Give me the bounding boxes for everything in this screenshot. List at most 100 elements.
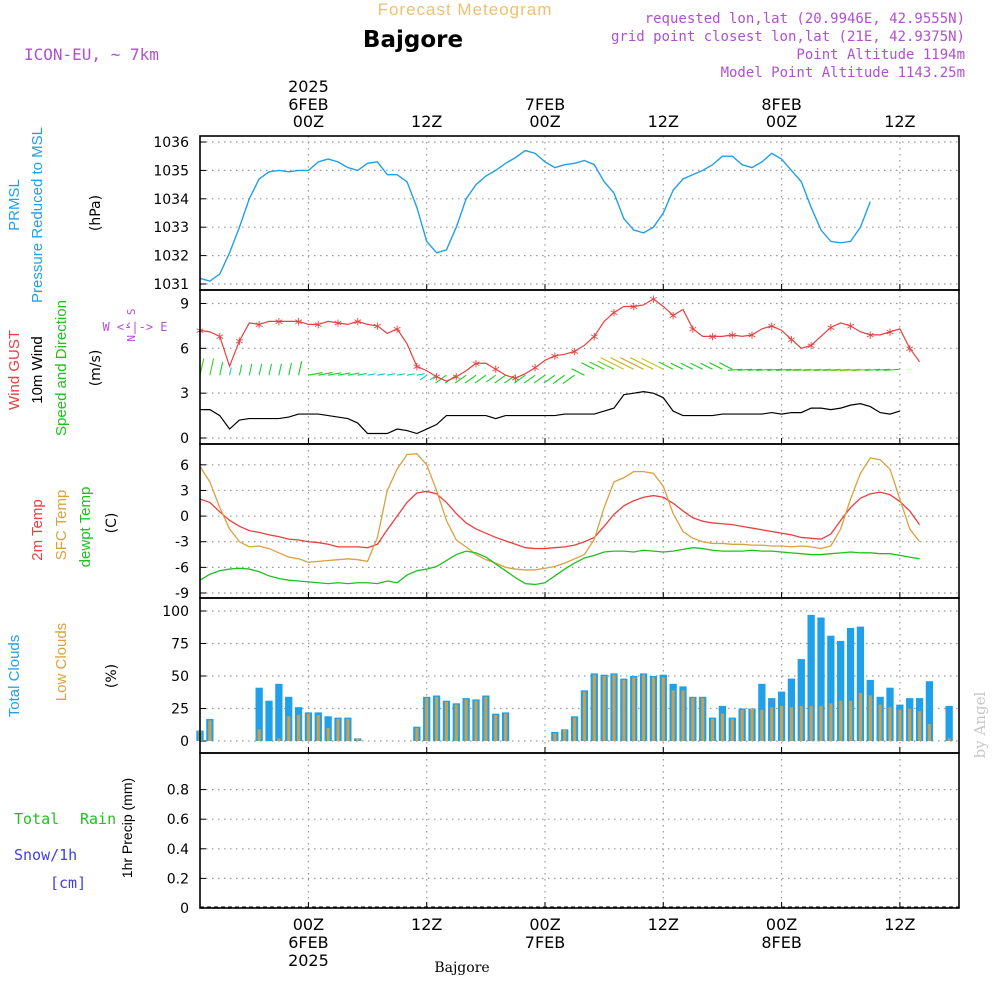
wind-arrow [347, 372, 360, 376]
y-tick-label: 6 [180, 458, 189, 474]
top-time-label: 00Z [766, 112, 797, 131]
precip-rain-label: Rain [80, 810, 116, 828]
gust-marker: * [847, 319, 855, 338]
low-cloud-bar [464, 699, 468, 741]
wind-arrow [776, 368, 792, 371]
low-cloud-bar [553, 733, 557, 741]
wind-arrow [737, 368, 753, 371]
gust-marker: * [393, 322, 401, 341]
y-tick-label: 0 [180, 431, 189, 447]
y-tick-label: 1033 [153, 220, 189, 236]
wind-arrow [700, 362, 713, 370]
pressure-frame [199, 135, 960, 291]
total-cloud-bar [837, 640, 845, 741]
chart-header: Forecast Meteogram Bajgore ICON-EU, ~ 7k… [24, 0, 989, 976]
wind-arrow [600, 357, 625, 370]
total-cloud-bar [255, 687, 263, 741]
gust-marker: * [492, 362, 500, 381]
low-cloud-bar [503, 713, 508, 741]
wind-arrow [839, 368, 861, 372]
wind-arrow [670, 362, 684, 370]
wind-arrow [229, 367, 232, 376]
wind-label: 10m Wind [29, 336, 46, 404]
low-cloud-bar [750, 708, 754, 741]
wind-arrow [464, 374, 477, 384]
wind-arrow [533, 374, 546, 384]
wind-arrow [571, 368, 585, 376]
pressure-panel: 1031 1032 1033 1034 1035 1036 [153, 135, 960, 293]
temp-line-2 [199, 547, 920, 586]
low-cloud-bar [839, 700, 843, 741]
clouds-panel: 0 25 50 75 100 [162, 597, 960, 754]
y-tick-label: -3 [175, 535, 189, 551]
wind-arrow [387, 373, 396, 376]
total-clouds-label: Total Clouds [6, 635, 23, 718]
wind-arrow [416, 373, 425, 376]
wind-arrow [690, 362, 703, 370]
wind-arrow [822, 368, 841, 372]
wind-arrow [883, 368, 900, 372]
bottom-date-label: 2025 [288, 951, 329, 970]
low-cloud-bar [602, 676, 606, 741]
wind-arrow [504, 374, 516, 384]
precip-unit: 1hr Precip (mm) [119, 778, 135, 878]
low-cloud-bar [592, 674, 596, 741]
low-cloud-bar [740, 709, 744, 741]
wind-arrow [767, 368, 782, 371]
gust-marker: * [906, 341, 914, 360]
total-cloud-bar [797, 659, 805, 741]
requested-coords: requested lon,lat (20.9946E, 42.9555N) [645, 11, 965, 27]
gust-marker: * [334, 316, 342, 335]
wind-arrow [813, 368, 831, 372]
precip-cm-label: [cm] [50, 874, 86, 892]
wind-arrow [523, 374, 536, 384]
low-cloud-bar [632, 677, 636, 741]
gust-marker: * [649, 292, 657, 311]
low-cloud-bar [710, 718, 715, 741]
point-altitude: Point Altitude 1194m [796, 47, 965, 63]
low-cloud-bar [908, 708, 912, 741]
gust-marker: * [768, 319, 776, 338]
low-cloud-bar [681, 690, 685, 741]
y-tick-label: -6 [175, 560, 189, 576]
low-cloud-bar [336, 718, 340, 741]
gust-marker: * [413, 359, 421, 378]
low-cloud-bar [848, 700, 853, 741]
low-cloud-bar [208, 720, 212, 741]
wind-frame [199, 289, 960, 445]
low-cloud-bar [474, 700, 478, 741]
low-cloud-bar [425, 698, 429, 741]
low-cloud-bar [296, 715, 301, 741]
low-cloud-bar [444, 702, 449, 741]
gust-marker: * [216, 329, 224, 348]
low-cloud-bar [898, 709, 902, 741]
wind-arrow [209, 358, 215, 376]
wind-arrow [793, 368, 812, 372]
wind-arrow [397, 373, 406, 376]
low-cloud-bar [868, 695, 872, 741]
total-cloud-bar [856, 626, 865, 741]
low-cloud-bar [917, 711, 922, 741]
precip-panel: 0 0.2 0.4 0.6 0.8 [167, 752, 960, 917]
gust-marker: * [590, 329, 598, 348]
y-tick-label: 0.4 [167, 842, 189, 858]
wind-arrow [629, 357, 654, 370]
y-tick-label: -9 [175, 586, 189, 602]
gust-marker: * [571, 344, 579, 363]
gust-marker: * [373, 319, 381, 338]
precip-frame [199, 752, 960, 909]
wind-arrow [278, 363, 282, 376]
wind-arrow [406, 373, 415, 376]
bottom-date-label: 8FEB [761, 933, 801, 952]
wind-arrow [597, 360, 615, 370]
gust-line [199, 298, 921, 382]
y-tick-label: 1036 [153, 135, 189, 151]
low-clouds-label: Low Clouds [53, 623, 70, 701]
wind-arrow [803, 368, 822, 372]
low-cloud-bar [306, 713, 311, 741]
wind-arrow [419, 374, 428, 381]
wind-unit: (m/s) [88, 350, 104, 387]
wind-arrow [680, 362, 694, 370]
low-cloud-bar [356, 738, 360, 741]
low-cloud-bar [612, 674, 616, 741]
